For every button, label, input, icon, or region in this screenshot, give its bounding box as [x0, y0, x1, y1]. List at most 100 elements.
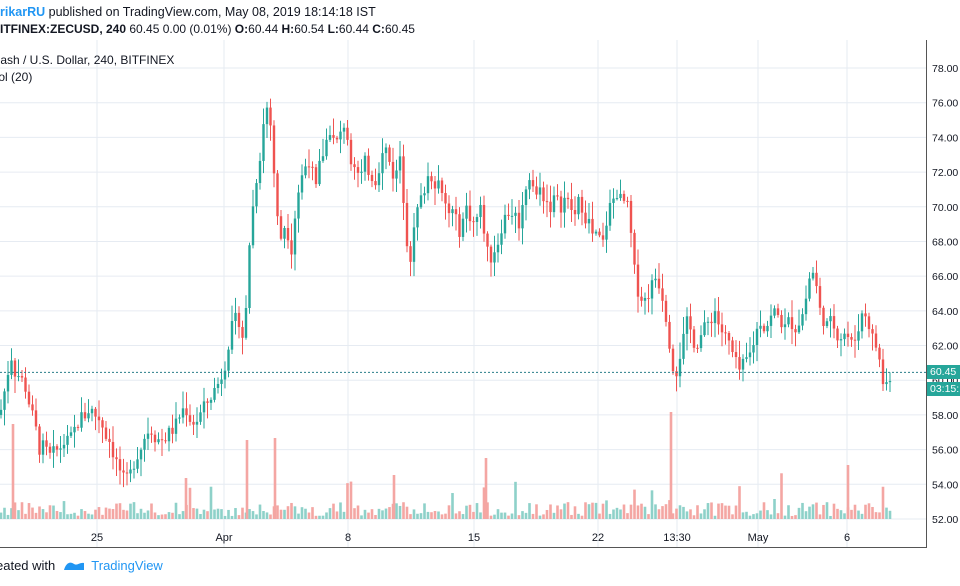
candle-body [339, 131, 342, 140]
volume-bar [45, 512, 48, 519]
volume-bar [706, 503, 710, 519]
volume-bar [160, 514, 164, 519]
candle-body [507, 214, 510, 216]
volume-bar [636, 505, 640, 519]
candle-body [594, 231, 598, 234]
candle-body [640, 296, 643, 301]
candle-body [164, 440, 167, 442]
volume-bar [346, 483, 349, 519]
volume-bar [465, 505, 468, 519]
candle-body [251, 206, 255, 246]
tradingview-link[interactable]: TradingView [91, 558, 163, 573]
candle-body [55, 446, 59, 450]
volume-bar [328, 508, 332, 519]
candle-body [549, 201, 552, 213]
candle-body [846, 333, 850, 338]
candle-body [34, 410, 38, 427]
volume-bar [759, 510, 762, 519]
volume-bar [34, 512, 38, 519]
volume-bar [776, 513, 780, 519]
candle-body [531, 180, 535, 187]
candle-body [794, 329, 797, 333]
volume-bar [563, 503, 566, 519]
candle-body [6, 374, 10, 392]
candle-body [220, 379, 223, 384]
volume-bar [20, 502, 24, 519]
volume-bar [3, 507, 6, 519]
volume-bar [6, 514, 10, 519]
candle-body [486, 233, 489, 247]
volume-bar [409, 514, 412, 519]
volume-bar [433, 511, 437, 519]
candle-body [888, 381, 892, 383]
volume-bar [153, 512, 157, 519]
volume-bar [482, 487, 486, 519]
volume-bar [444, 513, 447, 519]
volume-bar [881, 486, 885, 519]
time-axis: 25 Apr 8 15 22 13:30 May 6 [91, 532, 850, 544]
price-tick-label: 74.00 [932, 132, 958, 144]
candle-body [496, 244, 500, 253]
candle-body [83, 412, 87, 419]
volume-bar [192, 508, 195, 519]
candle-body [682, 333, 685, 359]
candle-body [706, 321, 710, 323]
candle-body [524, 189, 528, 206]
candle-body [293, 218, 297, 255]
candle-body [73, 426, 76, 433]
volume-bar [843, 513, 846, 519]
volume-bar [430, 512, 433, 519]
candle-body [160, 439, 164, 441]
candle-body [241, 327, 244, 338]
publisher-name[interactable]: rikarRU [0, 5, 46, 19]
volume-bar [685, 511, 689, 519]
volume-bar [318, 515, 321, 519]
volume-bar [454, 513, 458, 519]
volume-bar [360, 515, 363, 519]
volume-bar [118, 503, 122, 519]
candle-body [759, 325, 762, 329]
chart-header: rikarRU published on TradingView.com, Ma… [0, 0, 960, 40]
candle-body [843, 333, 846, 340]
candle-body [76, 426, 80, 428]
volume-bar [356, 505, 360, 519]
volume-bar [468, 504, 472, 519]
candle-body [720, 324, 724, 333]
volume-bar [860, 513, 864, 519]
candle-body [580, 196, 584, 213]
candle-body [62, 444, 66, 449]
volume-bar [447, 505, 451, 519]
volume-bar [237, 515, 241, 519]
volume-bar [139, 508, 143, 519]
volume-spike [245, 440, 249, 519]
candle-body [118, 459, 122, 471]
volume-bar [615, 507, 619, 519]
candle-body [825, 321, 829, 327]
time-tick-label: 6 [844, 532, 850, 544]
candle-body [101, 420, 104, 428]
candle-body [717, 311, 720, 325]
candle-body [503, 214, 507, 234]
candle-body [612, 198, 615, 203]
high-label: H: [281, 22, 295, 36]
volume-bar [510, 513, 514, 519]
candle-body [703, 322, 706, 336]
candle-body [24, 377, 27, 392]
volume-bar [493, 514, 496, 519]
candle-body [454, 209, 458, 215]
candle-body [318, 160, 321, 185]
volume-bar [710, 502, 713, 519]
high-value: 60.54 [294, 22, 325, 36]
candle-body [734, 352, 738, 358]
candle-body [790, 317, 794, 330]
candle-body [521, 205, 524, 229]
low-value: 60.44 [338, 22, 369, 36]
candle-body [654, 278, 657, 281]
volume-bar [87, 513, 90, 519]
volume-bar [0, 512, 3, 519]
volume-bar [24, 513, 27, 519]
candle-body [381, 153, 384, 174]
candle-body [573, 210, 577, 215]
volume-bar [801, 502, 804, 519]
